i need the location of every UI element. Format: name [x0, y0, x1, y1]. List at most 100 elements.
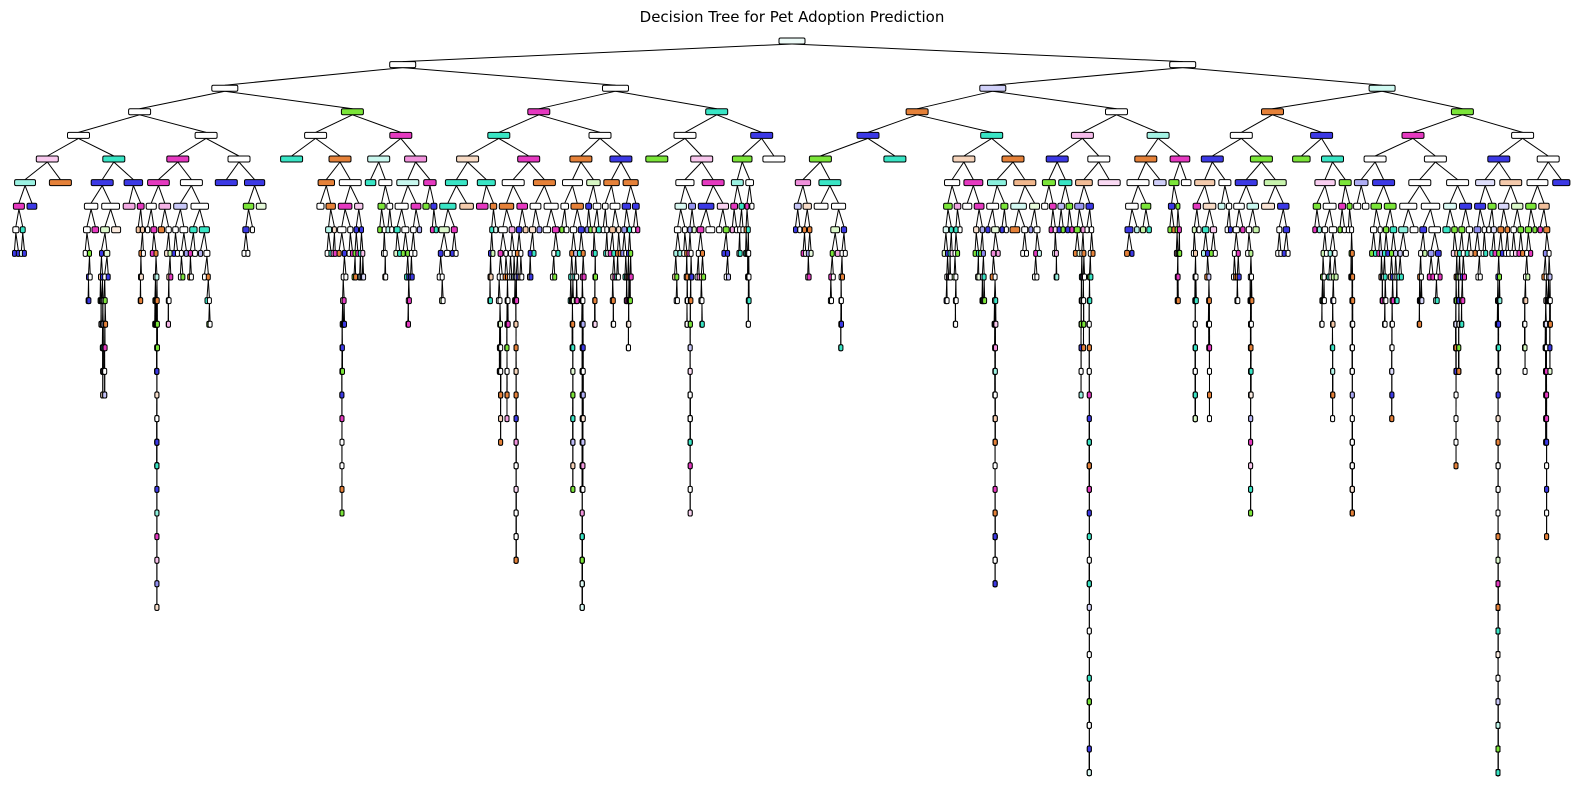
tree-node — [154, 533, 160, 541]
tree-node — [579, 556, 585, 564]
tree-node — [627, 226, 632, 234]
tree-edge — [1052, 209, 1056, 227]
tree-node — [1453, 462, 1459, 470]
tree-edge — [1360, 161, 1376, 180]
tree-edge — [956, 209, 961, 227]
tree-node — [1475, 179, 1496, 187]
tree-node — [705, 108, 729, 116]
tree-edge — [132, 185, 142, 204]
tree-node — [1249, 297, 1255, 305]
tree-node — [459, 202, 474, 210]
tree-edge — [86, 232, 90, 251]
tree-edge — [512, 161, 530, 180]
tree-node — [1292, 155, 1311, 163]
tree-edge — [175, 209, 181, 227]
tree-node — [1486, 226, 1492, 234]
tree-node — [722, 226, 730, 234]
tree-edge — [1182, 67, 1383, 86]
tree-node — [1081, 344, 1087, 352]
tree-edge — [1064, 185, 1070, 204]
tree-edge — [718, 209, 724, 227]
tree-edge — [599, 138, 622, 157]
tree-edge — [1459, 232, 1463, 251]
tree-node — [1013, 179, 1037, 187]
tree-edge — [945, 209, 949, 227]
tree-edge — [341, 209, 346, 227]
tree-node — [532, 179, 556, 187]
tree-node — [100, 226, 110, 234]
tree-node — [979, 84, 1007, 92]
tree-node — [1227, 226, 1233, 234]
tree-edge — [604, 185, 612, 204]
tree-edge — [425, 185, 431, 204]
tree-node — [343, 273, 349, 281]
tree-node — [730, 202, 738, 210]
tree-node — [1524, 249, 1530, 257]
tree-node — [813, 202, 829, 210]
tree-node — [1000, 202, 1009, 210]
tree-node — [1446, 179, 1470, 187]
tree-edge — [553, 232, 557, 251]
tree-node — [745, 320, 751, 328]
tree-edge — [441, 279, 444, 298]
tree-edge — [389, 209, 393, 227]
tree-edge — [697, 256, 700, 275]
tree-node — [1090, 249, 1096, 257]
tree-edge — [166, 232, 170, 251]
tree-node — [1495, 651, 1501, 659]
tree-node — [155, 344, 160, 352]
tree-edge — [576, 209, 582, 227]
tree-edge — [396, 232, 401, 251]
tree-edge — [1316, 185, 1326, 204]
tree-node — [1453, 391, 1459, 399]
tree-edge — [140, 256, 142, 275]
tree-node — [515, 226, 523, 234]
tree-edge — [1171, 209, 1175, 227]
tree-node — [489, 226, 495, 234]
tree-node — [631, 226, 637, 234]
tree-node — [1086, 627, 1092, 635]
tree-node — [1319, 320, 1325, 328]
tree-edge — [1384, 256, 1386, 275]
tree-edge — [516, 256, 519, 275]
tree-node — [1277, 202, 1290, 210]
tree-node — [102, 367, 108, 375]
tree-node — [1330, 415, 1336, 423]
tree-node — [26, 202, 38, 210]
tree-node — [563, 226, 570, 234]
tree-node — [490, 249, 496, 257]
tree-node — [1086, 367, 1092, 375]
tree-node — [145, 226, 151, 234]
tree-node — [1192, 344, 1198, 352]
tree-node — [513, 391, 519, 399]
tree-edge — [1082, 138, 1100, 157]
tree-edge — [1022, 232, 1026, 251]
tree-edge — [1157, 138, 1181, 157]
tree-edge — [189, 232, 194, 251]
tree-edge — [1510, 185, 1518, 204]
tree-node — [1434, 297, 1440, 305]
tree-node — [1201, 249, 1206, 257]
tree-node — [394, 202, 409, 210]
tree-edge — [1479, 185, 1486, 204]
tree-edge — [1074, 232, 1078, 251]
tree-edge — [700, 232, 704, 251]
tree-node — [1146, 131, 1170, 139]
tree-node — [1544, 415, 1550, 423]
tree-node — [1377, 226, 1383, 234]
tree-edge — [529, 256, 532, 275]
tree-node — [542, 226, 552, 234]
tree-node — [513, 320, 519, 328]
tree-node — [1495, 556, 1501, 564]
tree-edge — [804, 209, 808, 227]
tree-edge — [516, 232, 520, 251]
tree-edge — [1543, 209, 1548, 227]
tree-edge — [1373, 232, 1376, 251]
tree-edge — [207, 279, 210, 298]
tree-edge — [656, 137, 686, 157]
tree-node — [1370, 226, 1378, 234]
tree-edge — [78, 137, 115, 157]
tree-edge — [1245, 161, 1262, 180]
tree-edge — [1530, 209, 1536, 227]
tree-edge — [349, 185, 360, 204]
